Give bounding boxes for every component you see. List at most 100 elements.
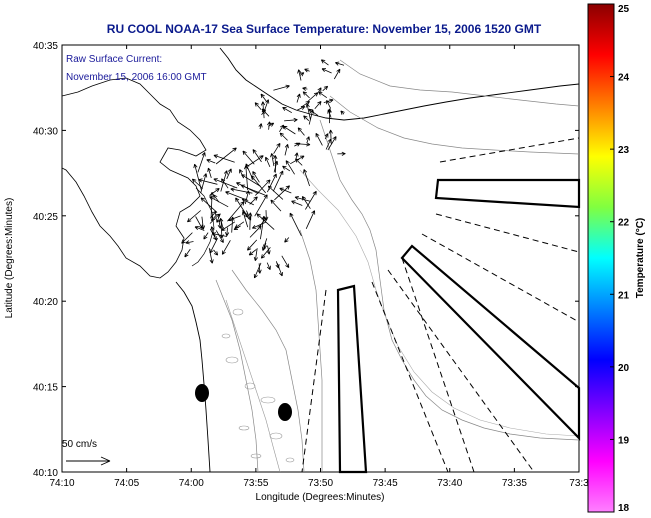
y-tick-label: 40:30 xyxy=(33,126,58,137)
current-vector-arrow xyxy=(252,149,262,163)
current-vector-arrow xyxy=(260,93,267,102)
overlay-label-line2: November 15, 2006 16:00 GMT xyxy=(66,72,207,83)
current-vector-arrow xyxy=(247,239,258,251)
current-vector-arrow xyxy=(261,238,268,251)
overlay-label-line1: Raw Surface Current: xyxy=(66,54,162,65)
current-vector-arrow xyxy=(299,72,305,77)
contour-channel-2 xyxy=(299,229,323,472)
current-vector-arrow xyxy=(318,91,328,99)
current-vector-arrow xyxy=(181,232,193,244)
current-vector-arrow xyxy=(246,210,252,221)
current-vector-arrow xyxy=(225,191,249,201)
current-vector-arrow xyxy=(284,117,298,123)
colorbar-tick-label: 18 xyxy=(618,503,630,514)
current-vector-arrow xyxy=(335,61,345,66)
current-vector-arrow xyxy=(200,173,208,194)
current-vector-arrow xyxy=(274,185,290,201)
y-axis-label: Latitude (Degrees:Minutes) xyxy=(4,198,15,319)
current-vector-arrow xyxy=(308,108,319,116)
current-vector-arrow xyxy=(257,263,262,274)
current-vector-arrow xyxy=(210,213,218,221)
current-vector-arrow xyxy=(322,85,329,92)
current-vector-arrow xyxy=(273,84,290,91)
current-vector-arrow xyxy=(258,123,263,130)
current-vector-arrow xyxy=(251,221,267,229)
map-content xyxy=(61,47,581,474)
lane-box-south xyxy=(336,284,368,474)
contour-speckles xyxy=(221,308,295,463)
current-vector-arrow xyxy=(260,247,271,259)
current-vector-arrow xyxy=(193,163,202,190)
current-vector-arrow xyxy=(209,237,218,254)
current-vector-arrow xyxy=(340,110,345,115)
current-vector-arrow xyxy=(197,152,206,173)
x-tick-label: 73:55 xyxy=(243,478,268,489)
current-vector-arrow xyxy=(327,136,337,151)
colorbar-label: Temperature (°C) xyxy=(635,218,646,299)
current-vector-arrow xyxy=(213,178,238,189)
current-vector-arrow xyxy=(195,216,203,230)
current-vector-arrow xyxy=(215,230,224,243)
x-tick-label: 73:3 xyxy=(569,478,589,489)
current-vector-arrow xyxy=(213,154,235,163)
current-vector-arrow xyxy=(256,213,275,230)
scale-vector-label: 50 cm/s xyxy=(62,439,97,450)
current-vector-arrow xyxy=(297,127,305,136)
current-vector-arrow xyxy=(219,219,224,239)
y-tick-label: 40:25 xyxy=(33,212,58,223)
contour-shore xyxy=(225,299,281,473)
current-vector-arrow xyxy=(248,249,257,256)
current-vector-arrow xyxy=(236,182,259,195)
x-tick-label: 73:35 xyxy=(502,478,527,489)
current-vector-arrow xyxy=(284,144,289,156)
current-vector-arrow xyxy=(253,262,262,279)
colorbar-tick-label: 24 xyxy=(618,73,630,84)
current-vector-arrow xyxy=(225,227,230,237)
current-vector-arrow xyxy=(272,170,284,192)
y-tick-label: 40:15 xyxy=(33,383,58,394)
current-vector-arrow xyxy=(302,86,308,91)
current-vector-arrow xyxy=(300,101,310,108)
current-vector-arrow xyxy=(290,155,305,165)
y-tick-label: 40:10 xyxy=(33,468,58,479)
current-vector-arrow xyxy=(285,160,295,175)
current-vector-arrow xyxy=(185,240,194,245)
colorbar-tick-label: 22 xyxy=(618,218,630,229)
current-vector-arrow xyxy=(203,232,209,240)
current-vector-arrow xyxy=(255,179,271,196)
current-vector-arrow xyxy=(221,178,229,189)
y-axis-ticks: 40:35 40:30 40:25 40:20 40:15 40:10 xyxy=(33,41,579,479)
current-vector-arrow xyxy=(191,178,203,189)
current-vector-arrow xyxy=(270,199,282,212)
current-vector-arrow xyxy=(294,142,301,147)
current-vector-arrow xyxy=(209,196,229,208)
x-tick-label: 74:10 xyxy=(49,478,74,489)
contour-outer xyxy=(339,59,580,107)
current-vector-arrow xyxy=(213,249,219,256)
contour-channel xyxy=(319,119,580,441)
buoy-marker-1 xyxy=(195,384,209,402)
current-vector-arrow xyxy=(282,107,292,114)
current-vector-arrow xyxy=(217,219,222,229)
current-vector-arrow xyxy=(324,133,329,140)
current-vector-arrow xyxy=(239,169,244,179)
colorbar-tick-label: 21 xyxy=(618,290,630,301)
current-vector-arrow xyxy=(296,93,301,103)
scale-vector-arrow xyxy=(66,456,111,466)
current-vector-arrow xyxy=(294,152,299,160)
current-vector-arrow xyxy=(267,185,284,200)
coastline-nj xyxy=(175,281,211,473)
x-tick-label: 73:50 xyxy=(308,478,333,489)
x-tick-label: 73:40 xyxy=(437,478,462,489)
current-vector-arrow xyxy=(273,155,278,173)
current-vector-arrow xyxy=(221,221,236,231)
x-tick-label: 74:00 xyxy=(179,478,204,489)
current-vector-arrow xyxy=(207,167,212,179)
current-vector-arrow xyxy=(226,168,232,180)
x-axis-label: Longitude (Degrees:Minutes) xyxy=(256,492,385,503)
current-vector-arrow xyxy=(305,103,311,120)
colorbar xyxy=(587,3,615,513)
x-tick-label: 73:45 xyxy=(373,478,398,489)
current-vector-arrow xyxy=(270,153,275,167)
